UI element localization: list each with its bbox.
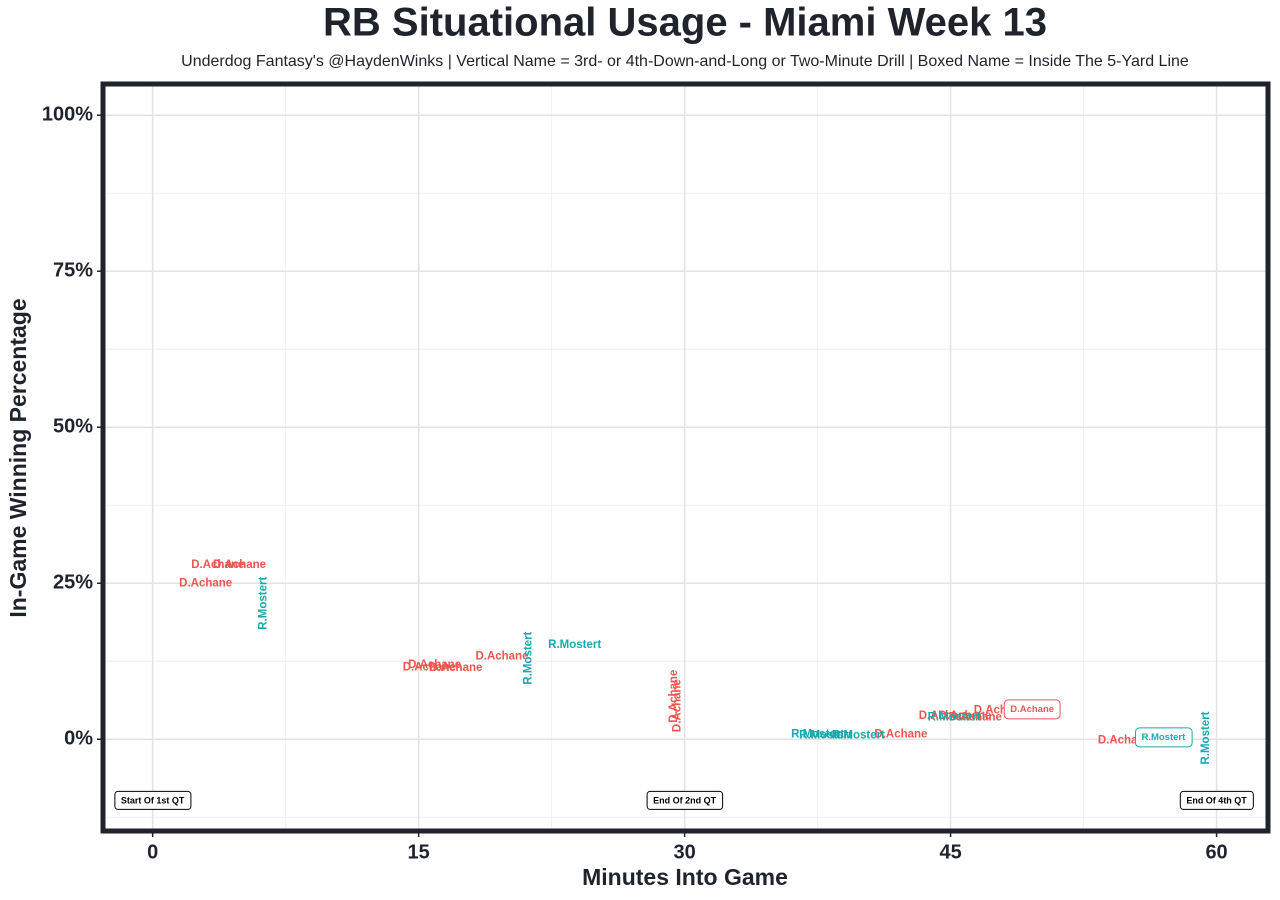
player-label: R.Mostert [832, 730, 885, 742]
panel-border [100, 81, 1271, 834]
player-label: R.Mostert [548, 639, 601, 651]
x-tick-label: 60 [1205, 841, 1227, 863]
annotation: End Of 2nd QT [653, 795, 716, 805]
annotation-box [646, 790, 724, 810]
player-label: D.Achane [874, 728, 927, 740]
y-tick-label: 0% [64, 728, 93, 750]
player-label: D.Achane [403, 662, 456, 674]
player-label: R.Mostert [791, 728, 844, 740]
player-label: D.Achane [213, 559, 266, 571]
y-tick-label: 75% [53, 259, 93, 281]
player-label: R.Mostert [523, 631, 535, 684]
chart-subtitle: Underdog Fantasy's @HaydenWinks | Vertic… [181, 53, 1189, 70]
player-label: D.Achane [408, 659, 461, 671]
player-label: D.Achane [938, 710, 991, 722]
x-tick-label: 15 [408, 841, 430, 863]
chart-title: RB Situational Usage - Miami Week 13 [323, 1, 1047, 45]
player-label: R.Mostert [799, 730, 852, 742]
player-label: D.Achane [179, 577, 232, 589]
player-label: D.Achane [949, 711, 1002, 723]
player-label: D.Achane [919, 710, 972, 722]
x-axis-title: Minutes Into Game [582, 864, 788, 890]
player-label: D.Achane [475, 650, 528, 662]
x-tick-label: 0 [147, 841, 158, 863]
annotation-box [114, 790, 192, 810]
player-label: D.Achane [672, 679, 684, 732]
player-label: D.Achane [668, 670, 680, 723]
player-label: R.Mostert [1141, 732, 1186, 743]
player-label: D.Achane [1010, 704, 1054, 715]
player-label: R.Mostert [1200, 711, 1212, 764]
player-label: R.Mostert [258, 577, 270, 630]
inside-5-box [1134, 727, 1193, 748]
player-label: D.Achane [429, 662, 482, 674]
annotation: Start Of 1st QT [121, 795, 185, 805]
x-tick-label: 30 [673, 841, 695, 863]
annotation: End Of 4th QT [1186, 795, 1247, 805]
y-tick-label: 50% [53, 416, 93, 438]
y-tick-label: 25% [53, 572, 93, 594]
x-tick-label: 45 [939, 841, 961, 863]
y-axis-title: In-Game Winning Percentage [5, 298, 31, 617]
y-tick-label: 100% [42, 103, 93, 125]
inside-5-box [1003, 699, 1061, 720]
annotation-box [1179, 790, 1254, 810]
player-label: R.Mostert [928, 711, 981, 723]
player-label: D.Achane [191, 559, 244, 571]
